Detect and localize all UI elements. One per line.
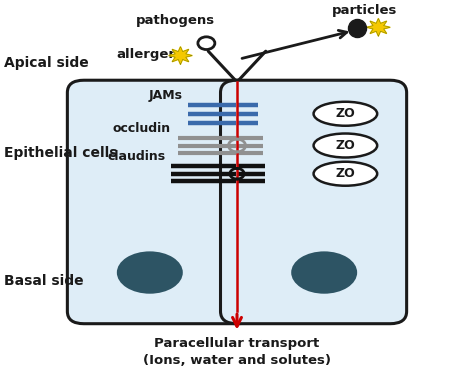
Text: allergens: allergens bbox=[117, 48, 186, 61]
FancyBboxPatch shape bbox=[220, 80, 407, 324]
Text: Basal side: Basal side bbox=[4, 275, 83, 288]
Ellipse shape bbox=[314, 162, 377, 186]
Text: ZO: ZO bbox=[336, 107, 355, 120]
Text: Epithelial cells: Epithelial cells bbox=[4, 145, 117, 160]
Circle shape bbox=[198, 37, 215, 49]
Polygon shape bbox=[169, 47, 192, 64]
Text: ZO: ZO bbox=[336, 139, 355, 152]
Text: particles: particles bbox=[331, 4, 397, 17]
Text: JAMs: JAMs bbox=[149, 89, 183, 102]
Text: occludin: occludin bbox=[113, 122, 171, 135]
FancyBboxPatch shape bbox=[67, 80, 254, 324]
Text: Apical side: Apical side bbox=[4, 55, 89, 70]
Ellipse shape bbox=[291, 251, 357, 294]
Ellipse shape bbox=[117, 251, 183, 294]
Text: Paracellular transport
(Ions, water and solutes): Paracellular transport (Ions, water and … bbox=[143, 337, 331, 367]
Ellipse shape bbox=[314, 102, 377, 126]
Text: ZO: ZO bbox=[336, 167, 355, 180]
Ellipse shape bbox=[314, 134, 377, 157]
Polygon shape bbox=[366, 19, 390, 36]
Text: claudins: claudins bbox=[107, 150, 165, 163]
Text: pathogens: pathogens bbox=[136, 14, 215, 27]
